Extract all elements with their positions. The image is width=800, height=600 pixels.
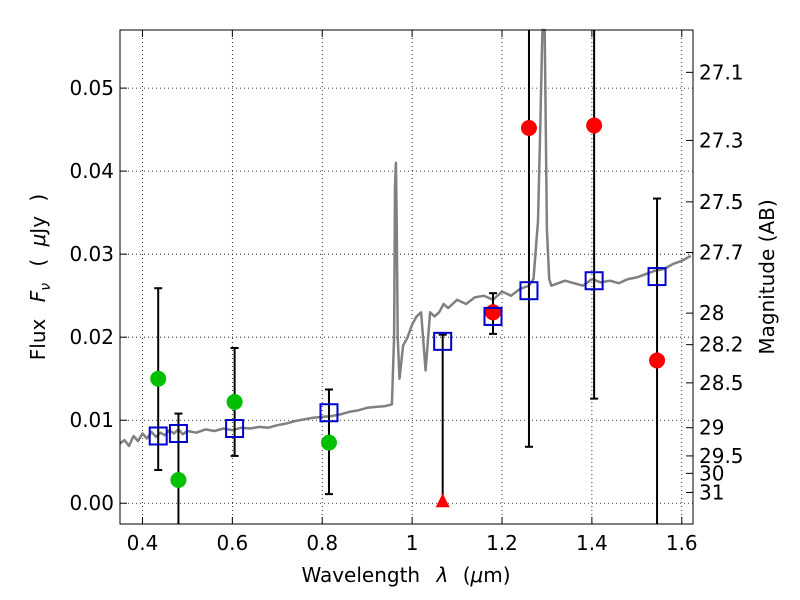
y-axis-label-mu: μ — [26, 234, 50, 248]
error-bars-layer — [154, 30, 662, 524]
y-axis-label-unit: Jy — [26, 216, 50, 236]
ticks-layer: 0.4 0.6 0.8 1 1.2 1.4 1.6 0.00 0.01 0.02 0.03 0.04 0… — [69, 30, 744, 555]
x-axis-label-word: Wavelength — [301, 563, 420, 587]
x-axis-label-symbol: λ — [435, 563, 448, 587]
red_points-marker — [586, 117, 603, 134]
model_photometry-marker — [319, 403, 339, 423]
x-axis-label: Wavelength λ (μm) — [301, 563, 510, 587]
x-tick-label: 1.6 — [666, 531, 698, 555]
y-tick-label: 0.03 — [69, 242, 114, 266]
green_points-marker — [226, 393, 243, 410]
mag-tick-label: 28 — [699, 301, 724, 325]
y-axis-right-label: Magnitude (AB) — [755, 199, 779, 354]
y-tick-label: 0.01 — [69, 408, 114, 432]
green_points-marker — [170, 471, 187, 488]
model_photometry-marker — [225, 419, 245, 439]
x-tick-label: 1 — [406, 531, 419, 555]
y-axis-label-symbol: F — [26, 290, 50, 302]
y-tick-label: 0.04 — [69, 159, 114, 183]
x-axis-label-unit: m) — [483, 563, 510, 587]
green_points-marker — [150, 370, 167, 387]
mag-tick-label: 29.5 — [699, 444, 744, 468]
mag-tick-label: 27.3 — [699, 128, 744, 152]
mag-tick-label: 27.7 — [699, 241, 744, 265]
mag-tick-label: 27.5 — [699, 190, 744, 214]
mag-tick-label: 27.1 — [699, 60, 744, 84]
x-axis-label-paren: ( — [463, 563, 471, 587]
model_photometry-marker — [433, 331, 453, 351]
y-tick-label: 0.05 — [69, 76, 114, 100]
model_photometry-marker — [647, 267, 667, 287]
x-axis-label-mu: μ — [470, 563, 484, 587]
mag-tick-label: 31 — [699, 480, 724, 504]
x-tick-label: 1.4 — [576, 531, 608, 555]
green_points-marker — [320, 434, 337, 451]
model_photometry-marker — [483, 306, 503, 326]
y-axis-label-open-paren: ( — [26, 259, 50, 267]
y-axis-label: Flux Fν ( μJy ) — [26, 194, 55, 360]
mag-tick-label: 30 — [699, 461, 724, 485]
mag-tick-label: 29 — [699, 416, 724, 440]
x-tick-label: 1.2 — [486, 531, 518, 555]
x-tick-label: 0.4 — [127, 531, 159, 555]
model_photometry-marker — [519, 281, 539, 301]
markers-layer — [148, 117, 667, 508]
y-tick-label: 0.00 — [69, 491, 114, 515]
model_photometry-marker — [168, 424, 188, 444]
y-axis-label-subscript: ν — [38, 283, 54, 291]
x-tick-label: 0.8 — [306, 531, 338, 555]
plot-frame — [119, 29, 694, 525]
y-axis-label-close-paren: ) — [26, 194, 50, 202]
y-axis-label-word: Flux — [26, 318, 50, 360]
x-tick-label: 0.6 — [216, 531, 248, 555]
model_photometry-marker — [584, 271, 604, 291]
mag-tick-label: 28.2 — [699, 333, 744, 357]
mag-tick-label: 28.5 — [699, 371, 744, 395]
red_upper_limit-marker — [435, 493, 450, 508]
y-tick-label: 0.02 — [69, 325, 114, 349]
red_points-marker — [520, 119, 537, 136]
red_points-marker — [649, 352, 666, 369]
plot-background — [120, 30, 693, 524]
model_photometry-marker — [148, 426, 168, 446]
